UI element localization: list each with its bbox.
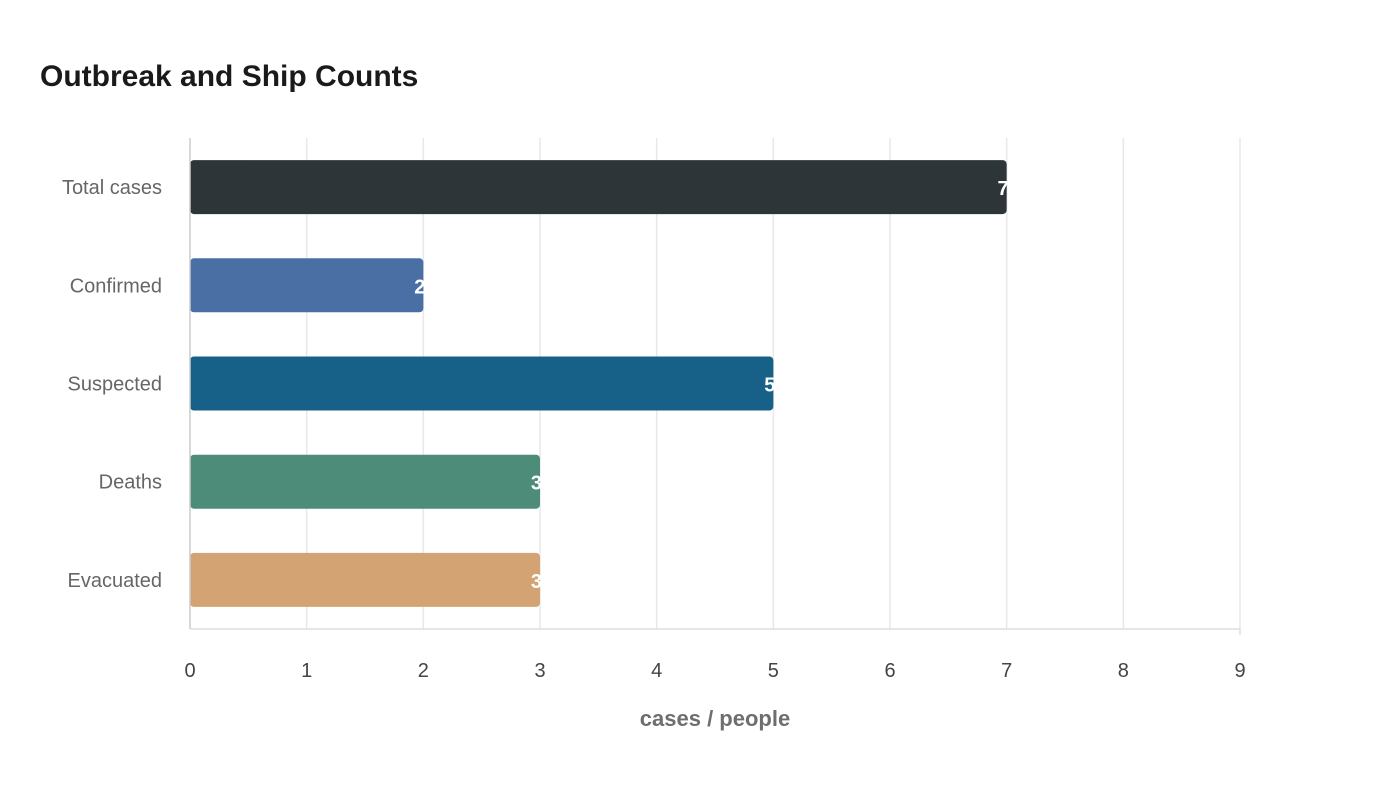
- data-label: 7: [998, 178, 1009, 200]
- x-tick-label: 9: [1234, 660, 1245, 682]
- chart-title: Outbreak and Ship Counts: [40, 60, 419, 93]
- category-labels: Total cases Confirmed Suspected Deaths Evacu…: [62, 177, 162, 592]
- x-tick-label: 1: [301, 660, 312, 682]
- category-label: Confirmed: [70, 275, 162, 297]
- x-axis-title: cases / people: [640, 706, 790, 731]
- axes: [189, 138, 1241, 635]
- data-label: 2: [414, 276, 425, 298]
- x-tick-label: 5: [768, 660, 779, 682]
- category-label: Deaths: [99, 472, 162, 494]
- x-tick-label: 6: [884, 660, 895, 682]
- x-tick-label: 4: [651, 660, 662, 682]
- bar: [190, 454, 540, 509]
- data-label: 5: [764, 375, 775, 397]
- x-tick-label: 3: [534, 660, 545, 682]
- bar: [190, 356, 774, 411]
- data-label: 3: [531, 473, 542, 495]
- x-tick-label: 0: [184, 660, 195, 682]
- data-label: 3: [531, 571, 542, 593]
- bar: [190, 258, 424, 313]
- x-tick-label: 7: [1001, 660, 1012, 682]
- category-label: Evacuated: [67, 570, 162, 592]
- category-label: Suspected: [67, 374, 162, 396]
- bar: [190, 552, 540, 607]
- x-tick-label: 2: [418, 660, 429, 682]
- bar: [190, 160, 1007, 215]
- category-label: Total cases: [62, 177, 162, 199]
- x-tick-label: 8: [1118, 660, 1129, 682]
- bars: 7 2 5 3 3: [190, 160, 1009, 607]
- x-tick-labels: 0 1 2 3 4 5 6 7 8 9: [184, 660, 1245, 682]
